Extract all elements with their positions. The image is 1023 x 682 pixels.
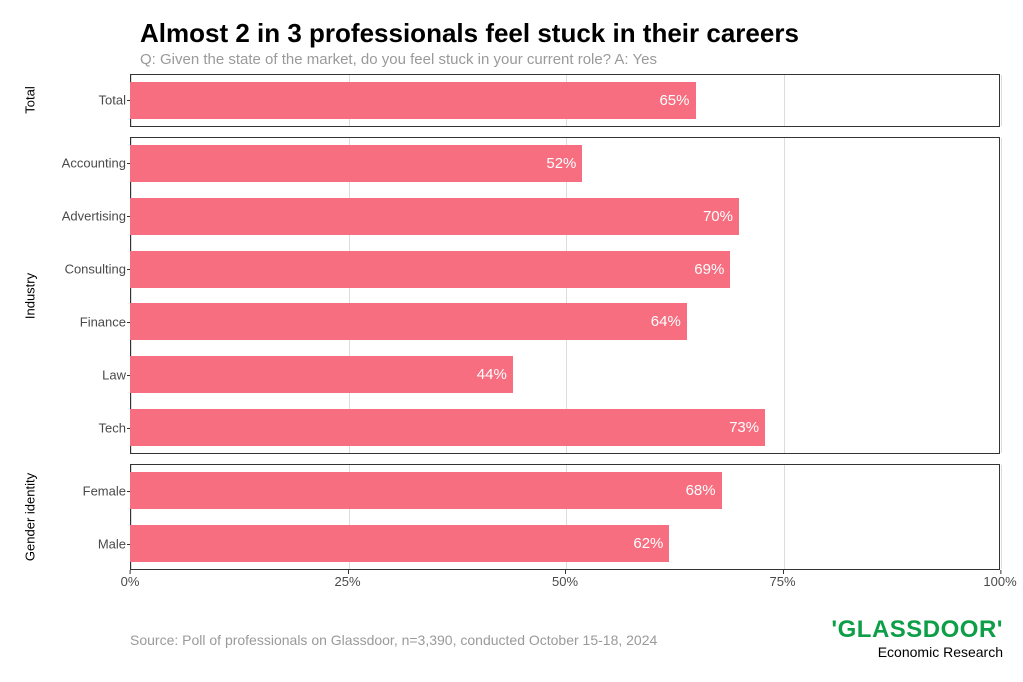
- brand-subtext: Economic Research: [831, 644, 1003, 660]
- bar-value-label: 65%: [659, 92, 689, 109]
- y-tick-label: Finance: [60, 314, 126, 329]
- bar-value-label: 70%: [703, 208, 733, 225]
- chart-container: Almost 2 in 3 professionals feel stuck i…: [0, 0, 1023, 682]
- y-tick-label: Consulting: [60, 262, 126, 277]
- bar-value-label: 73%: [729, 419, 759, 436]
- gridline: [1001, 138, 1002, 453]
- bar-row: Male 62%: [40, 517, 1000, 570]
- plot-area: TotalTotal65%IndustryAccounting52%Advert…: [40, 74, 1000, 594]
- bar-row: Advertising 70%: [40, 190, 1000, 243]
- bar-value-label: 68%: [686, 482, 716, 499]
- bar: 64%: [130, 303, 687, 340]
- x-tick-mark: [565, 570, 566, 574]
- bar-row: Consulting 69%: [40, 243, 1000, 296]
- bar-value-label: 69%: [694, 261, 724, 278]
- bar-row: Accounting 52%: [40, 137, 1000, 190]
- gridline: [1001, 465, 1002, 569]
- y-tick-label: Male: [60, 536, 126, 551]
- brand-block: 'GLASSDOOR' Economic Research: [831, 618, 1003, 660]
- facet-industry: IndustryAccounting52%Advertising70%Consu…: [40, 137, 1000, 454]
- x-tick-label: 100%: [983, 574, 1016, 589]
- source-caption: Source: Poll of professionals on Glassdo…: [130, 632, 657, 648]
- bar-value-label: 52%: [546, 155, 576, 172]
- facet-total: TotalTotal 65%: [40, 74, 1000, 127]
- y-tick-label: Tech: [60, 420, 126, 435]
- bar: 69%: [130, 251, 730, 288]
- bar: 68%: [130, 472, 722, 509]
- chart-subtitle: Q: Given the state of the market, do you…: [140, 51, 1013, 68]
- x-tick-mark: [130, 570, 131, 574]
- y-tick-label: Accounting: [60, 156, 126, 171]
- y-tick-label: Female: [60, 483, 126, 498]
- gridline: [1001, 75, 1002, 126]
- x-tick-mark: [783, 570, 784, 574]
- bar-value-label: 64%: [651, 313, 681, 330]
- glassdoor-logo: 'GLASSDOOR': [831, 618, 1003, 642]
- bar-row: Law 44%: [40, 348, 1000, 401]
- x-tick-label: 50%: [552, 574, 578, 589]
- x-tick-label: 0%: [121, 574, 140, 589]
- x-tick-mark: [1000, 570, 1001, 574]
- bar: 52%: [130, 145, 582, 182]
- bar: 73%: [130, 409, 765, 446]
- bar-value-label: 62%: [633, 535, 663, 552]
- x-tick-label: 75%: [769, 574, 795, 589]
- facet-gender-identity: Gender identityFemale68%Male62%: [40, 464, 1000, 570]
- y-tick-label: Law: [60, 367, 126, 382]
- y-tick-label: Total: [60, 93, 126, 108]
- bar: 62%: [130, 525, 669, 562]
- bar-row: Tech 73%: [40, 401, 1000, 454]
- bar: 65%: [130, 82, 696, 119]
- x-tick-mark: [348, 570, 349, 574]
- bar-value-label: 44%: [477, 366, 507, 383]
- y-tick-label: Advertising: [60, 209, 126, 224]
- bar-row: Finance 64%: [40, 296, 1000, 349]
- bar-row: Total 65%: [40, 74, 1000, 127]
- x-axis: 0%25%50%75%100%: [130, 574, 1000, 594]
- x-tick-label: 25%: [334, 574, 360, 589]
- bar: 70%: [130, 198, 739, 235]
- bar-row: Female 68%: [40, 464, 1000, 517]
- chart-title: Almost 2 in 3 professionals feel stuck i…: [140, 18, 1013, 49]
- bar: 44%: [130, 356, 513, 393]
